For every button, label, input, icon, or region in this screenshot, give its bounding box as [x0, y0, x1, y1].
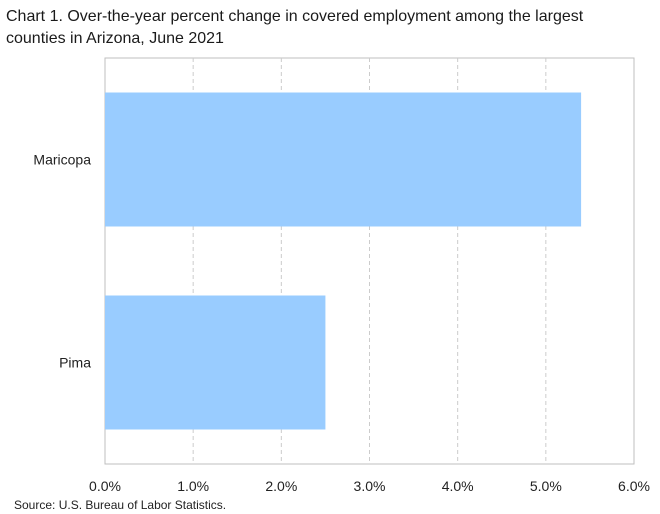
x-tick-label: 4.0% [442, 478, 474, 494]
source-note: Source: U.S. Bureau of Labor Statistics. [14, 498, 227, 512]
category-label: Pima [59, 355, 91, 371]
x-tick-label: 6.0% [618, 478, 650, 494]
x-tick-label: 5.0% [530, 478, 562, 494]
x-tick-label: 2.0% [265, 478, 297, 494]
x-tick-label: 3.0% [354, 478, 386, 494]
bar-maricopa [105, 92, 582, 227]
chart-title: Chart 1. Over-the-year percent change in… [6, 8, 584, 47]
x-tick-label: 1.0% [177, 478, 209, 494]
x-tick-label: 0.0% [89, 478, 121, 494]
category-label: Maricopa [33, 152, 91, 168]
bar-pima [105, 295, 326, 430]
